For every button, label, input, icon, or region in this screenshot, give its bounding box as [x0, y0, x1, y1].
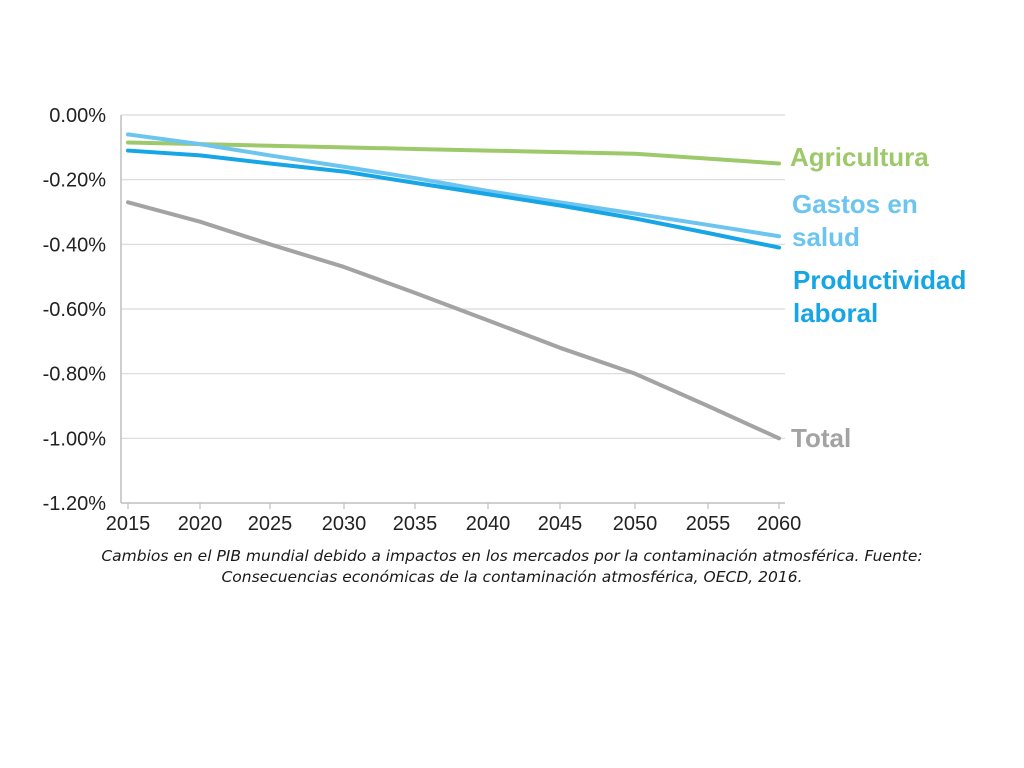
x-tick-label: 2060	[757, 513, 802, 535]
y-tick-label: -0.20%	[43, 170, 107, 192]
x-tick-label: 2040	[466, 513, 511, 535]
series-label-line: Total	[791, 423, 851, 453]
series-line-3	[126, 200, 781, 441]
series-label-line: Gastos en	[792, 189, 918, 219]
x-tick-label: 2055	[686, 513, 731, 535]
series-label-1: Gastos en salud	[792, 189, 918, 252]
y-tick-label: -0.60%	[43, 299, 107, 321]
caption-line-2: Consecuencias económicas de la contamina…	[221, 568, 803, 586]
series-label-0: Agricultura	[790, 142, 929, 172]
series-line-2	[126, 148, 781, 250]
series-label-line: salud	[792, 222, 860, 252]
series-label-line: laboral	[793, 298, 878, 328]
y-tick-label: -1.00%	[43, 428, 107, 450]
x-tick-label: 2030	[322, 513, 367, 535]
x-tick-label: 2020	[178, 513, 223, 535]
line-chart: 0.00% -0.20% -0.40% -0.60% -0.80% -1.00% -1.20…	[43, 105, 967, 535]
y-tick-label: 0.00%	[49, 105, 106, 127]
series-line-1	[126, 132, 781, 239]
series-labels: Agricultura Gastos en salud Productividad la…	[790, 142, 966, 453]
x-tick-label: 2015	[106, 513, 151, 535]
series-label-line: Productividad	[793, 265, 966, 295]
series-label-2: Productividad laboral	[793, 265, 966, 328]
y-tick-label: -1.20%	[43, 493, 107, 515]
axes	[120, 115, 785, 509]
x-tick-label: 2050	[613, 513, 658, 535]
y-axis-tick-labels: 0.00% -0.20% -0.40% -0.60% -0.80% -1.00% -1.20…	[43, 105, 107, 515]
caption-line-1: Cambios en el PIB mundial debido a impac…	[101, 547, 923, 565]
figure-caption: Cambios en el PIB mundial debido a impac…	[40, 546, 984, 588]
x-tick-label: 2045	[538, 513, 583, 535]
series-label-line: Agricultura	[790, 142, 929, 172]
series-label-3: Total	[791, 423, 851, 453]
x-axis-tick-labels: 2015 2020 2025 2030 2035 2040 2045 2050 2055 2060	[106, 513, 802, 535]
y-tick-label: -0.80%	[43, 364, 107, 386]
series-line-0	[126, 140, 781, 166]
series-lines	[126, 132, 781, 441]
grid-lines	[121, 114, 785, 439]
y-tick-label: -0.40%	[43, 234, 107, 256]
x-tick-label: 2035	[393, 513, 438, 535]
x-tick-label: 2025	[248, 513, 293, 535]
